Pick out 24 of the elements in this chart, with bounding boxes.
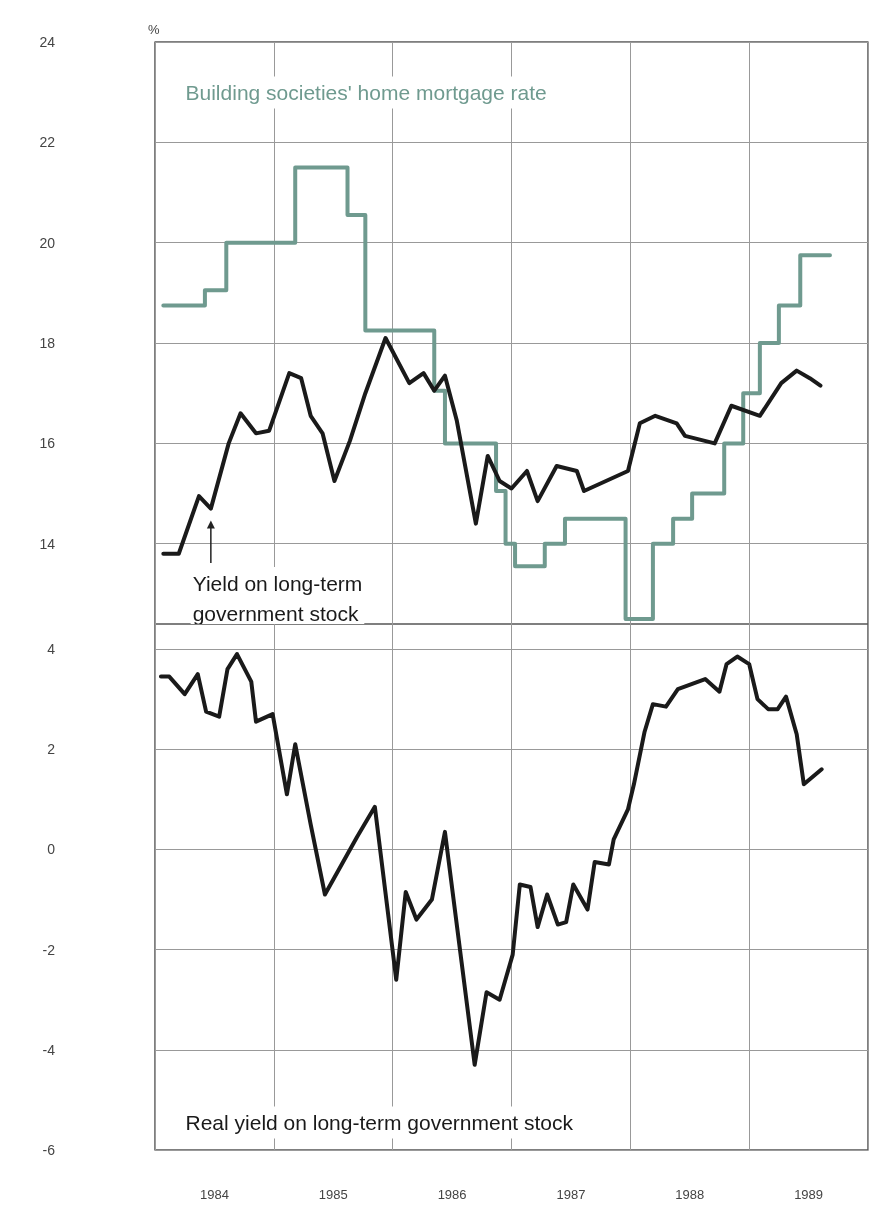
y-tick-label: 4: [47, 640, 56, 657]
x-tick-label: 1985: [318, 1186, 348, 1202]
y-axis-title: %: [148, 22, 160, 37]
y-tick-label: 14: [39, 535, 56, 552]
line-series: [158, 651, 824, 1067]
y-tick-label: 16: [39, 435, 56, 452]
y-tick-label: 18: [39, 335, 56, 352]
line-series: [161, 336, 823, 556]
legend-label: Yield on long-term government stock: [192, 571, 363, 625]
text: Real yield on long-term government stock: [185, 1110, 574, 1134]
text: Building societies' home mortgage rate: [185, 81, 547, 105]
y-tick-label: 0: [47, 840, 56, 857]
x-tick-label: 1988: [675, 1186, 705, 1202]
y-tick-label: 20: [39, 234, 56, 251]
y-tick-label: 2: [47, 740, 56, 757]
y-tick-label: -6: [42, 1141, 56, 1158]
y-tick-label: 24: [39, 34, 56, 50]
y-tick-label: -2: [42, 941, 56, 958]
y-tick-label: -4: [42, 1041, 56, 1058]
x-tick-label: 1989: [794, 1186, 824, 1202]
x-tick-label: 1986: [437, 1186, 467, 1202]
x-tick-label: 1987: [556, 1186, 586, 1202]
y-tick-label: 22: [39, 134, 56, 151]
x-tick-label: 1984: [199, 1186, 229, 1202]
